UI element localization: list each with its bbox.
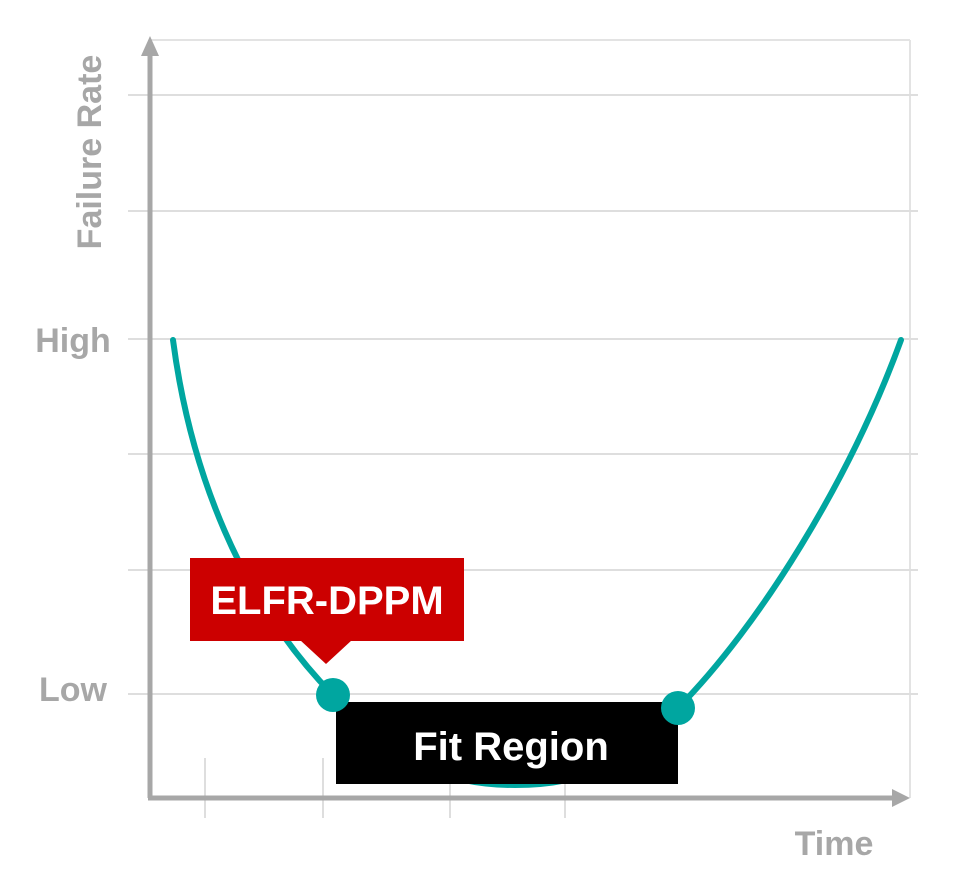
high-level-label: High	[35, 322, 111, 360]
low-level-label: Low	[39, 671, 108, 709]
fit-region-callout: Fit Region	[336, 702, 678, 784]
axes	[141, 36, 910, 807]
x-axis-title: Time	[795, 825, 874, 863]
x-axis-arrow-icon	[892, 789, 910, 807]
y-axis-arrow-icon	[141, 36, 159, 56]
elfr-point-marker	[316, 678, 350, 712]
fit-region-box	[336, 702, 678, 784]
elfr-dppm-label: ELFR-DPPM	[210, 579, 443, 623]
plot-frame	[150, 39, 911, 798]
fit-region-label: Fit Region	[413, 725, 609, 769]
y-axis-title: Failure Rate	[71, 55, 109, 250]
elfr-dppm-box	[190, 558, 464, 641]
fit-end-point-marker	[661, 691, 695, 725]
elfr-dppm-pointer-icon	[300, 640, 352, 664]
elfr-dppm-callout: ELFR-DPPM	[190, 558, 464, 664]
